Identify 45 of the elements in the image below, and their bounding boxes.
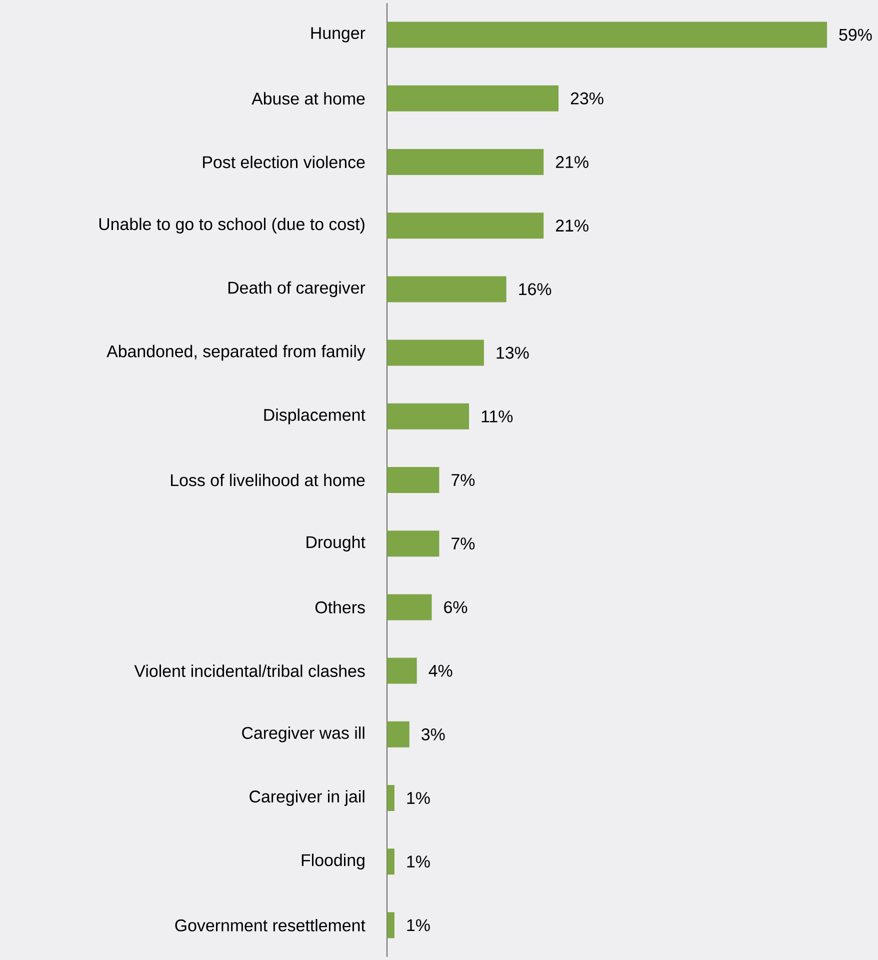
- bar: [387, 594, 432, 620]
- data-label: 21%: [556, 220, 588, 232]
- y-tick-label: Flooding: [302, 854, 364, 870]
- bar: [387, 530, 440, 557]
- data-label: 4%: [428, 664, 452, 677]
- y-tick-label: Abuse at home: [252, 92, 365, 105]
- data-label: 11%: [482, 410, 513, 422]
- data-label: 3%: [422, 728, 445, 740]
- data-label: 1%: [407, 792, 430, 804]
- y-tick-label: Loss of livelihood at home: [171, 474, 365, 486]
- bar: [387, 658, 417, 684]
- y-tick-label: Caregiver was ill: [242, 726, 364, 742]
- bar: [387, 912, 394, 938]
- y-tick-label: Death of caregiver: [228, 281, 366, 298]
- data-label: 59%: [839, 28, 872, 41]
- y-tick-label: Unable to go to school (due to cost): [99, 218, 364, 234]
- bar: [387, 212, 544, 239]
- data-label: 7%: [452, 474, 475, 486]
- bar: [387, 403, 470, 430]
- y-tick-label: Post election violence: [203, 156, 365, 168]
- bar: [387, 784, 394, 811]
- y-tick-label: Caregiver in jail: [250, 790, 364, 806]
- data-label: 16%: [519, 283, 552, 296]
- data-label: 23%: [570, 92, 604, 104]
- data-label: 6%: [444, 601, 468, 614]
- y-tick-label: Drought: [306, 536, 366, 552]
- bar: [387, 466, 440, 493]
- data-label: 1%: [407, 856, 430, 868]
- y-tick-label: Hunger: [311, 27, 366, 42]
- data-label: 21%: [556, 156, 588, 168]
- y-tick-label: Abandoned, separated from family: [106, 344, 366, 361]
- y-tick-label: Others: [315, 600, 365, 614]
- bar: [387, 85, 559, 112]
- bar: [387, 148, 544, 175]
- y-tick-label: Government resettlement: [175, 918, 366, 932]
- y-tick-label: Violent incidental/tribal clashes: [134, 664, 365, 678]
- bar: [387, 721, 410, 748]
- data-label: 13%: [496, 346, 529, 359]
- bar: [387, 848, 394, 875]
- bar: [387, 22, 827, 48]
- bar: [387, 276, 506, 302]
- bar: [387, 340, 484, 366]
- y-tick-label: Displacement: [264, 408, 366, 424]
- data-label: 7%: [452, 538, 475, 550]
- data-label: 1%: [407, 919, 430, 932]
